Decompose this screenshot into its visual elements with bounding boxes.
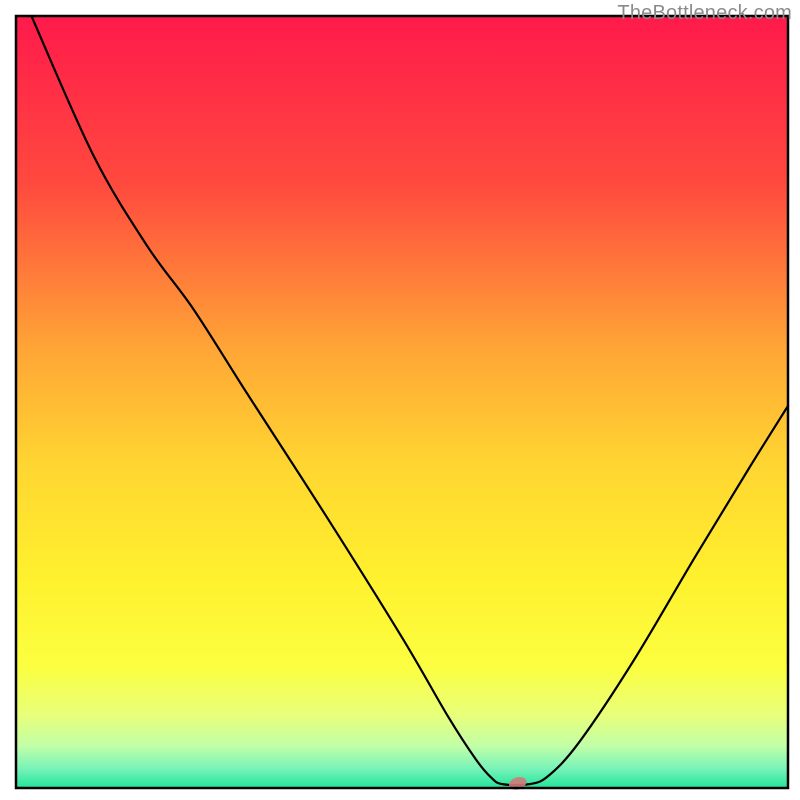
figure-root: TheBottleneck.com	[0, 0, 800, 800]
watermark-text: TheBottleneck.com	[617, 2, 792, 25]
chart-background	[16, 16, 788, 788]
bottleneck-chart	[0, 0, 800, 800]
